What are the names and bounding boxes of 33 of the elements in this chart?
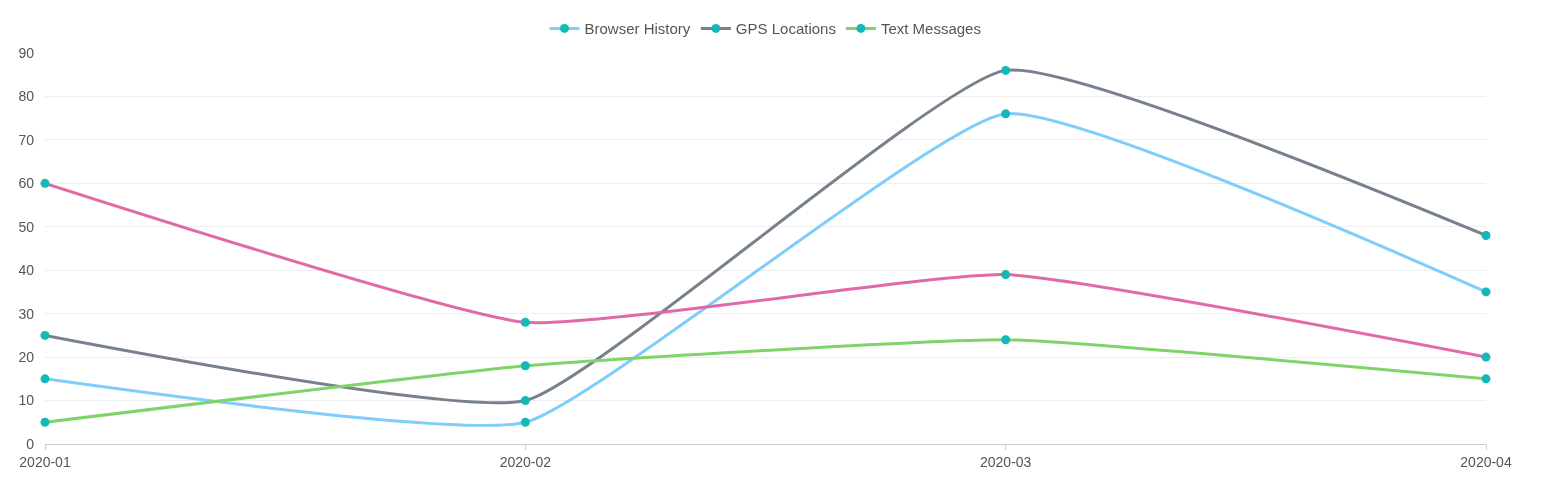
point (520, 317, 530, 327)
legend-label: GPS Locations (735, 20, 836, 38)
point (40, 330, 50, 340)
y-tick-label: 0 (26, 435, 35, 452)
point (1001, 270, 1011, 280)
point (40, 374, 50, 384)
point (1481, 352, 1491, 362)
point (1481, 230, 1491, 240)
point (1481, 374, 1491, 384)
x-tick-label: 2020-01 (19, 453, 71, 470)
x-tick-label: 2020-04 (1460, 453, 1512, 470)
legend-label: Text Messages (880, 20, 981, 38)
y-tick-label: 60 (18, 175, 35, 192)
y-tick-label: 20 (18, 349, 35, 366)
point (1481, 287, 1491, 297)
x-tick-label: 2020-02 (499, 453, 552, 470)
point (520, 361, 530, 371)
point (520, 396, 530, 406)
point (1001, 109, 1011, 119)
y-tick-label: 70 (18, 131, 35, 148)
y-tick-label: 10 (18, 392, 35, 409)
y-tick-label: 40 (18, 262, 35, 279)
point (520, 417, 530, 427)
y-tick-label: 80 (18, 88, 35, 105)
y-tick-label: 30 (18, 305, 35, 322)
y-tick-label: 90 (18, 44, 35, 61)
point (1001, 65, 1011, 75)
legend-label: Browser History (584, 20, 691, 38)
point (40, 178, 50, 188)
x-tick-label: 2020-03 (979, 453, 1032, 470)
point (1001, 335, 1011, 345)
y-tick-label: 50 (18, 218, 35, 235)
point (40, 417, 50, 427)
